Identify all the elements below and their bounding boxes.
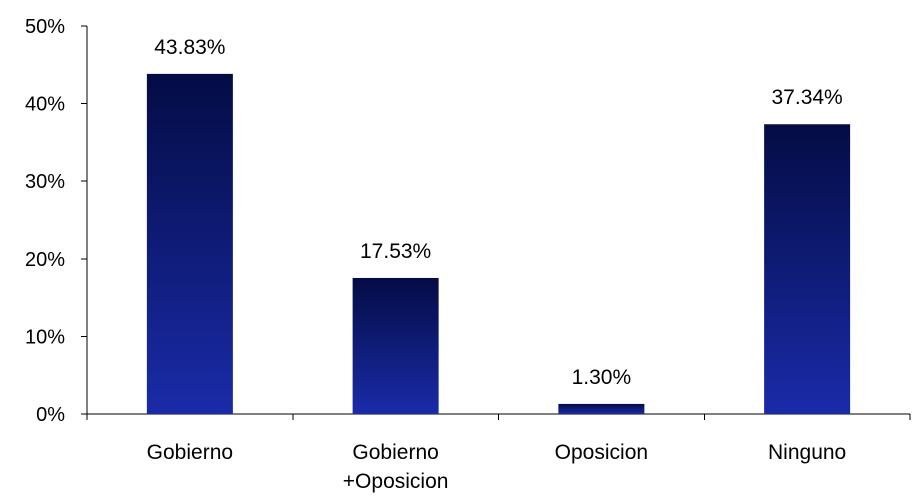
y-tick-label: 40%: [25, 94, 65, 116]
category-labels: Gobierno Gobierno +Oposicion Oposicion Ningu…: [147, 441, 847, 493]
bar: [764, 124, 851, 414]
y-tick-label: 30%: [25, 171, 65, 193]
bar-value-label: 37.34%: [772, 86, 843, 109]
bars: [146, 73, 851, 414]
bar: [146, 73, 233, 414]
bar-value-label: 17.53%: [360, 240, 431, 263]
category-label: Gobierno: [147, 441, 233, 464]
bar: [352, 277, 439, 414]
y-tick-label: 0%: [36, 404, 65, 426]
data-labels: 43.83% 17.53% 1.30% 37.34%: [154, 36, 842, 389]
category-label: Ninguno: [768, 441, 846, 464]
y-tick-label: 20%: [25, 249, 65, 271]
category-label: +Oposicion: [343, 470, 449, 493]
bar-value-label: 1.30%: [572, 366, 632, 389]
y-tick-label: 50%: [25, 16, 65, 38]
bar-value-label: 43.83%: [154, 36, 225, 59]
category-label: Gobierno: [352, 441, 438, 464]
y-axis: 0% 10% 20% 30% 40% 50%: [25, 16, 88, 426]
category-label: Oposicion: [555, 441, 648, 464]
y-tick-label: 10%: [25, 326, 65, 348]
x-axis: [86, 413, 911, 420]
bar: [558, 403, 645, 414]
